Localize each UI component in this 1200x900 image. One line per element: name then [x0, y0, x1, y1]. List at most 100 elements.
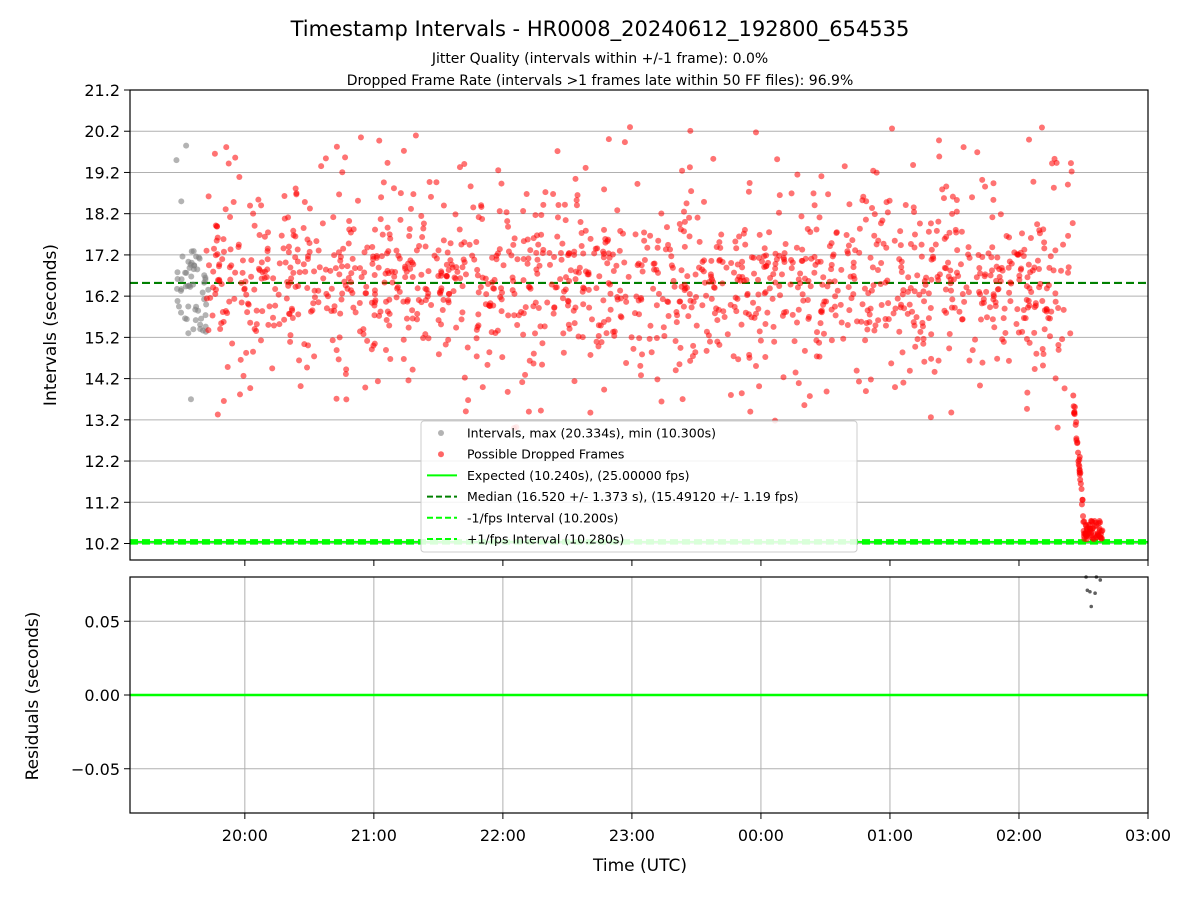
- dropped-frame-point: [647, 322, 654, 329]
- dropped-frame-point: [1020, 314, 1027, 321]
- dropped-frame-point: [500, 262, 507, 269]
- dropped-frame-point: [1067, 160, 1074, 167]
- dropped-frame-point: [866, 319, 873, 326]
- dropped-frame-point: [287, 332, 294, 339]
- dropped-frame-point: [706, 338, 713, 345]
- dropped-frame-point: [258, 202, 265, 209]
- dropped-frame-point: [690, 298, 697, 305]
- dropped-frame-point: [898, 268, 905, 275]
- dropped-frame-point: [719, 259, 726, 266]
- dropped-frame-point: [295, 311, 302, 318]
- dropped-frame-point: [475, 311, 482, 318]
- dropped-frame-point: [997, 211, 1004, 218]
- dropped-frame-point: [724, 331, 731, 338]
- dropped-frame-point: [256, 232, 263, 239]
- dropped-frame-point: [991, 324, 998, 331]
- dropped-frame-point: [352, 265, 359, 272]
- dropped-frame-point: [456, 226, 463, 233]
- dropped-frame-point: [250, 210, 257, 217]
- dropped-frame-point: [413, 247, 420, 254]
- dropped-frame-point: [791, 338, 798, 345]
- dropped-frame-point: [1020, 307, 1027, 314]
- dropped-frame-point: [689, 353, 696, 360]
- dropped-frame-point: [473, 326, 480, 333]
- dropped-frame-point: [705, 332, 712, 339]
- dropped-frame-point: [987, 272, 994, 279]
- dropped-frame-point: [906, 367, 913, 374]
- dropped-frame-point: [748, 314, 755, 321]
- dropped-frame-point: [1025, 261, 1032, 268]
- dropped-frame-point: [375, 264, 382, 271]
- dropped-frame-point: [1039, 298, 1046, 305]
- interval-point: [199, 327, 206, 334]
- dropped-frame-point: [890, 310, 897, 317]
- dropped-frame-point: [445, 267, 452, 274]
- dropped-frame-point: [682, 285, 689, 292]
- dropped-frame-point: [1078, 501, 1085, 508]
- interval-point: [182, 315, 189, 322]
- dropped-frame-point: [934, 273, 941, 280]
- dropped-frame-point: [673, 319, 680, 326]
- dropped-frame-point: [1065, 269, 1072, 276]
- dropped-frame-point: [357, 134, 364, 141]
- dropped-frame-point: [636, 335, 643, 342]
- dropped-frame-point: [550, 310, 557, 317]
- dropped-frame-point: [1014, 306, 1021, 313]
- intervals-y-tick-label: 19.2: [84, 163, 120, 182]
- dropped-frame-point: [801, 402, 808, 409]
- dropped-frame-point: [711, 284, 718, 291]
- dropped-frame-point: [921, 298, 928, 305]
- dropped-frame-point: [641, 256, 648, 263]
- intervals-y-tick-label: 11.2: [84, 493, 120, 512]
- interval-point: [185, 330, 192, 337]
- dropped-frame-point: [339, 169, 346, 176]
- dropped-frame-point: [473, 239, 480, 246]
- dropped-frame-point: [384, 224, 391, 231]
- dropped-frame-point: [983, 288, 990, 295]
- dropped-frame-point: [491, 276, 498, 283]
- dropped-frame-point: [686, 290, 693, 297]
- dropped-frame-point: [238, 299, 245, 306]
- dropped-frame-point: [557, 250, 564, 257]
- dropped-frame-point: [946, 345, 953, 352]
- dropped-frame-point: [789, 259, 796, 266]
- dropped-frame-point: [1052, 375, 1059, 382]
- dropped-frame-point: [965, 289, 972, 296]
- dropped-frame-point: [313, 238, 320, 245]
- dropped-frame-point: [942, 286, 949, 293]
- dropped-frame-point: [799, 291, 806, 298]
- dropped-frame-point: [537, 407, 544, 414]
- dropped-frame-point: [670, 277, 677, 284]
- dropped-frame-point: [618, 314, 625, 321]
- dropped-frame-point: [546, 249, 553, 256]
- interval-point: [190, 326, 197, 333]
- dropped-frame-point: [323, 290, 330, 297]
- dropped-frame-point: [535, 304, 542, 311]
- dropped-frame-point: [718, 231, 725, 238]
- dropped-frame-point: [323, 305, 330, 312]
- dropped-frame-point: [438, 287, 445, 294]
- dropped-frame-point: [911, 231, 918, 238]
- dropped-frame-point: [637, 372, 644, 379]
- dropped-frame-point: [212, 290, 219, 297]
- dropped-frame-point: [679, 167, 686, 174]
- dropped-frame-point: [734, 261, 741, 268]
- dropped-frame-point: [435, 351, 442, 358]
- dropped-frame-point: [669, 264, 676, 271]
- dropped-frame-point: [693, 294, 700, 301]
- dropped-frame-point: [947, 267, 954, 274]
- dropped-frame-point: [732, 238, 739, 245]
- dropped-frame-point: [447, 240, 454, 247]
- dropped-frame-point: [1041, 245, 1048, 252]
- dropped-frame-point: [767, 274, 774, 281]
- dropped-frame-point: [966, 357, 973, 364]
- dropped-frame-point: [965, 244, 972, 251]
- dropped-frame-point: [389, 279, 396, 286]
- dropped-frame-point: [811, 269, 818, 276]
- intervals-y-tick-label: 12.2: [84, 452, 120, 471]
- dropped-frame-point: [1039, 362, 1046, 369]
- dropped-frame-point: [897, 228, 904, 235]
- dropped-frame-point: [807, 283, 814, 290]
- dropped-frame-point: [427, 193, 434, 200]
- dropped-frame-point: [1026, 302, 1033, 309]
